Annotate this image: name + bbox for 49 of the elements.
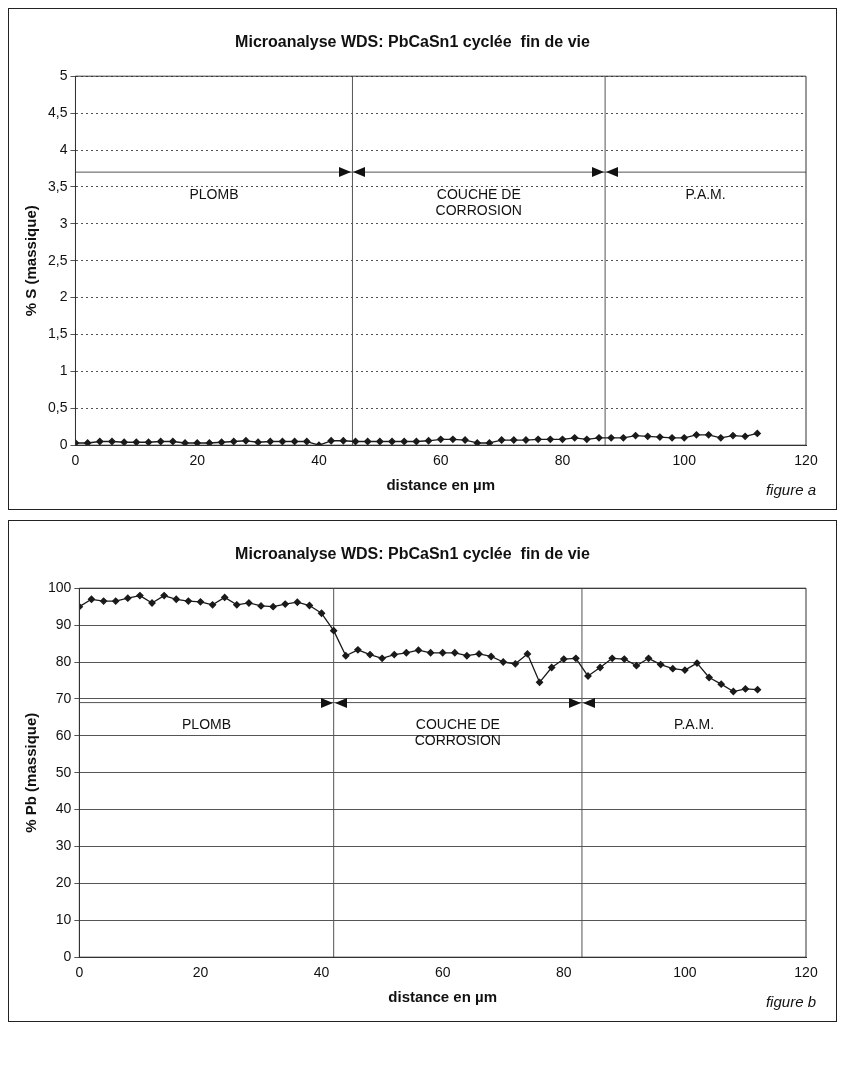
y-tick-label: 3,5 bbox=[47, 177, 68, 194]
annotation: PLOMB bbox=[182, 716, 232, 733]
y-tick-label: 20 bbox=[55, 874, 72, 891]
y-tick-label: 80 bbox=[55, 652, 72, 669]
x-tick-label: 100 bbox=[672, 452, 697, 469]
annotation: P.A.M. bbox=[673, 716, 715, 733]
x-tick-label: 40 bbox=[311, 452, 327, 469]
x-tick-label: 60 bbox=[432, 452, 449, 469]
y-tick-label: 5 bbox=[59, 67, 68, 84]
text: figure b bbox=[765, 993, 816, 1010]
x-tick-label: 20 bbox=[189, 452, 206, 469]
y-tick-label: 2 bbox=[59, 288, 68, 305]
text: figure a bbox=[765, 481, 816, 498]
y-axis-title: % S (massique) bbox=[22, 205, 40, 317]
annotation: P.A.M. bbox=[685, 186, 726, 202]
y-tick-label: 1,5 bbox=[47, 325, 68, 342]
y-tick-label: 1 bbox=[59, 362, 68, 379]
y-tick-label: 60 bbox=[55, 726, 72, 743]
chart-title: Microanalyse WDS: PbCaSn1 cyclée fin de vie bbox=[235, 33, 590, 51]
x-tick-label: 40 bbox=[313, 964, 330, 981]
x-tick-label: 20 bbox=[192, 964, 209, 981]
x-tick-label: 100 bbox=[673, 964, 697, 981]
x-tick-label: 80 bbox=[556, 964, 572, 981]
annotation: COUCHE DE CORROSION bbox=[414, 716, 501, 749]
y-tick-label: 90 bbox=[55, 615, 72, 632]
y-tick-label: 30 bbox=[55, 837, 72, 854]
x-tick-label: 60 bbox=[434, 964, 451, 981]
x-axis-title: distance en µm bbox=[388, 988, 498, 1006]
x-tick-label: 120 bbox=[794, 452, 818, 469]
x-tick-label: 0 bbox=[75, 964, 84, 981]
y-tick-label: 0 bbox=[59, 436, 68, 453]
y-tick-label: 10 bbox=[55, 911, 72, 928]
y-tick-label: 100 bbox=[48, 579, 72, 596]
y-tick-label: 50 bbox=[55, 763, 72, 780]
x-tick-label: 120 bbox=[794, 964, 818, 981]
y-tick-label: 4 bbox=[59, 140, 68, 157]
y-tick-label: 70 bbox=[55, 689, 72, 706]
x-axis-title: distance en µm bbox=[386, 476, 496, 494]
y-tick-label: 0,5 bbox=[47, 399, 68, 416]
y-tick-label: 2,5 bbox=[47, 251, 68, 268]
x-tick-label: 80 bbox=[554, 452, 571, 469]
annotation: COUCHE DE CORROSION bbox=[435, 186, 522, 218]
annotation: PLOMB bbox=[189, 186, 239, 202]
y-tick-label: 0 bbox=[63, 948, 72, 965]
y-tick-label: 4,5 bbox=[47, 103, 68, 120]
y-tick-label: 40 bbox=[55, 800, 72, 817]
chart-title: Microanalyse WDS: PbCaSn1 cyclée fin de vie bbox=[235, 545, 590, 563]
y-tick-label: 3 bbox=[59, 214, 68, 231]
y-axis-title: % Pb (massique) bbox=[22, 712, 40, 833]
